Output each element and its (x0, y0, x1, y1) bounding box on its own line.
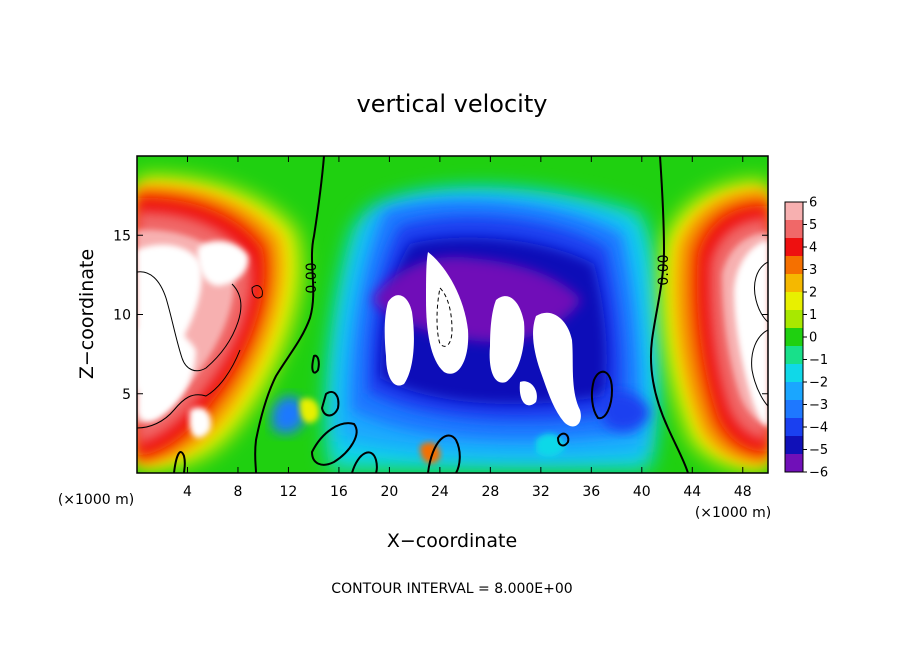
thin-contour-left-3 (251, 285, 263, 299)
x-tick-label: 8 (233, 484, 242, 500)
x-tick-label: 16 (330, 484, 348, 500)
y-axis: 5 10 15 (113, 228, 768, 403)
colorbar-tick-label: 5 (809, 218, 817, 233)
colorbar-swatch (785, 346, 803, 365)
contour-label-right: 0.00 (656, 254, 672, 285)
colorbar-tick-label: 3 (809, 263, 817, 278)
x-tick-label: 44 (683, 484, 701, 500)
thin-contour-right (754, 261, 768, 323)
colorbar-tick-label: 6 (809, 196, 817, 211)
zero-contour-left (254, 156, 325, 473)
colorbar-swatch (785, 310, 803, 329)
colorbar-swatch (785, 238, 803, 257)
downdraft-cores (384, 252, 581, 427)
contour-label-left: 0.00 (304, 262, 320, 293)
x-unit-label-right: (×1000 m) (695, 505, 771, 521)
field-heatmap (137, 156, 768, 473)
left-updraft-region (137, 175, 441, 470)
colorbar-swatch (785, 454, 803, 473)
colorbar-swatch (785, 400, 803, 419)
contour-lines (137, 156, 768, 473)
colorbar: 6 5 4 3 2 1 0 −1 −2 −3 −4 −5 −6 (784, 196, 828, 481)
y-tick-label: 5 (122, 387, 131, 403)
colorbar-tick-label: −1 (809, 353, 828, 368)
x-tick-label: 4 (183, 484, 192, 500)
colorbar-swatch (785, 382, 803, 401)
colorbar-tick-label: 4 (809, 241, 817, 256)
x-axis-label: X−coordinate (387, 530, 517, 552)
small-closed-contour-3 (351, 451, 378, 473)
thin-contour-right-2 (751, 329, 768, 407)
colorbar-swatch (785, 418, 803, 437)
small-closed-contour-2 (310, 422, 358, 466)
colorbar-swatch (785, 202, 803, 221)
colorbar-tick-label: 1 (809, 308, 817, 323)
colorbar-swatch (785, 274, 803, 293)
right-updraft-region (660, 179, 768, 472)
y-tick-label: 10 (113, 308, 131, 324)
colorbar-tick-label: −6 (809, 466, 828, 481)
colorbar-tick-label: 0 (809, 331, 817, 346)
colorbar-tick-label: −4 (809, 421, 828, 436)
small-closed-contour-8 (311, 354, 320, 374)
thin-contour-left-2 (137, 349, 241, 429)
colorbar-tick-label: −5 (809, 443, 828, 458)
x-tick-label: 12 (280, 484, 298, 500)
x-tick-label: 40 (633, 484, 651, 500)
colorbar-swatch (785, 256, 803, 275)
small-closed-contour-1 (320, 390, 340, 417)
x-unit-label-left: (×1000 m) (58, 492, 134, 508)
colorbar-tick-label: −2 (809, 376, 828, 391)
x-tick-label: 24 (431, 484, 449, 500)
colorbar-swatch (785, 364, 803, 383)
colorbar-swatch (785, 328, 803, 347)
x-tick-label: 48 (734, 484, 752, 500)
x-tick-label: 28 (481, 484, 499, 500)
colorbar-swatch (785, 220, 803, 239)
y-axis-label: Z−coordinate (76, 249, 98, 379)
colorbar-swatch (785, 436, 803, 455)
small-closed-contour-6 (173, 451, 186, 473)
x-tick-label: 36 (582, 484, 600, 500)
colorbar-swatch (785, 292, 803, 311)
small-closed-contour-5 (427, 434, 461, 473)
thin-contour-left-1 (137, 271, 242, 372)
y-tick-label: 15 (113, 228, 131, 244)
x-tick-label: 20 (380, 484, 398, 500)
colorbar-tick-label: 2 (809, 286, 817, 301)
chart-title: vertical velocity (357, 90, 548, 118)
contour-interval-note: CONTOUR INTERVAL = 8.000E+00 (331, 581, 572, 597)
colorbar-tick-label: −3 (809, 398, 828, 413)
zero-contour-right (649, 156, 689, 473)
x-tick-label: 32 (532, 484, 550, 500)
dashed-contour (436, 286, 453, 347)
small-closed-contour-4 (590, 370, 614, 420)
x-axis: 4 8 12 16 20 24 28 32 36 40 44 48 (183, 156, 752, 500)
small-closed-contour-7 (556, 432, 570, 447)
